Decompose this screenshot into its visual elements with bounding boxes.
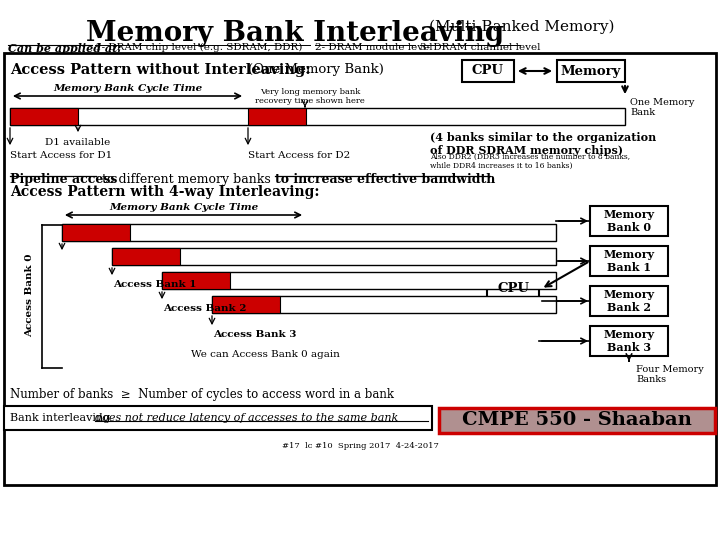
Bar [248,108,306,125]
Text: Access Pattern without Interleaving:: Access Pattern without Interleaving: [10,63,311,77]
Bar [62,224,130,241]
Text: We can Access Bank 0 again: We can Access Bank 0 again [191,350,339,359]
Bar [162,272,556,289]
Text: CMPE 550 - Shaaban: CMPE 550 - Shaaban [462,411,692,429]
Text: Memory: Memory [561,64,621,78]
Bar [10,108,78,125]
Text: Access Bank 0: Access Bank 0 [25,253,35,337]
Text: #17  lc #10  Spring 2017  4-24-2017: #17 lc #10 Spring 2017 4-24-2017 [282,442,438,450]
Text: (4 banks similar to the organization
of DDR SDRAM memory chips): (4 banks similar to the organization of … [430,132,656,156]
Text: 3- DRAM channel level: 3- DRAM channel level [420,43,541,52]
Bar [212,296,556,313]
Text: Access Pattern with 4-way Interleaving:: Access Pattern with 4-way Interleaving: [10,185,320,199]
Bar [212,296,280,313]
Bar [439,408,715,433]
Text: Also DDR2 (DDR3 increases the number to 8 banks,
while DDR4 increases it to 16 b: Also DDR2 (DDR3 increases the number to … [430,153,630,170]
Text: D1 available: D1 available [45,138,111,147]
Bar [442,412,717,437]
Text: does not reduce latency of accesses to the same bank: does not reduce latency of accesses to t… [95,413,398,423]
Text: Bank interleaving: Bank interleaving [10,413,114,423]
Bar [62,224,556,241]
Bar [439,408,715,433]
Bar [590,246,668,276]
Text: to increase effective bandwidth: to increase effective bandwidth [275,173,495,186]
Bar [590,286,668,316]
Text: Four Memory
Banks: Four Memory Banks [636,365,703,384]
Bar [4,406,432,430]
Text: Start Access for D1: Start Access for D1 [10,151,112,160]
Text: Very long memory bank
recovery time shown here: Very long memory bank recovery time show… [255,88,365,105]
Bar [112,248,556,265]
Text: CPU: CPU [472,64,504,78]
Bar [4,53,716,485]
Text: Access Bank 3: Access Bank 3 [213,330,297,339]
Text: 1- DRAM chip level (e.g. SDRAM, DDR): 1- DRAM chip level (e.g. SDRAM, DDR) [95,43,302,52]
Text: Memory Bank Cycle Time: Memory Bank Cycle Time [53,84,202,93]
Bar [162,272,230,289]
Text: CPU: CPU [497,282,529,295]
Text: Number of banks  ≥  Number of cycles to access word in a bank: Number of banks ≥ Number of cycles to ac… [10,388,394,401]
Text: Pipeline access: Pipeline access [10,173,117,186]
Text: One Memory
Bank: One Memory Bank [630,98,694,117]
Text: (Multi-Banked Memory): (Multi-Banked Memory) [429,20,615,35]
Bar [557,60,625,82]
Bar [590,326,668,356]
Bar [10,108,625,125]
Text: Access Bank 1: Access Bank 1 [113,280,197,289]
Text: Memory
Bank 3: Memory Bank 3 [603,329,654,353]
Text: Access Bank 2: Access Bank 2 [163,304,246,313]
Text: Memory
Bank 0: Memory Bank 0 [603,209,654,233]
Bar [590,206,668,236]
Text: Memory
Bank 2: Memory Bank 2 [603,289,654,313]
Text: Can be applied at:: Can be applied at: [8,43,122,54]
Text: (One Memory Bank): (One Memory Bank) [248,63,384,76]
Text: Memory Bank Interleaving: Memory Bank Interleaving [86,20,504,47]
Bar [112,248,180,265]
Bar [462,60,514,82]
Text: Memory
Bank 1: Memory Bank 1 [603,249,654,273]
Text: Start Access for D2: Start Access for D2 [248,151,350,160]
Text: to different memory banks: to different memory banks [98,173,275,186]
Bar [487,278,539,300]
Text: 2- DRAM module level: 2- DRAM module level [315,43,433,52]
Text: Memory Bank Cycle Time: Memory Bank Cycle Time [109,203,258,212]
